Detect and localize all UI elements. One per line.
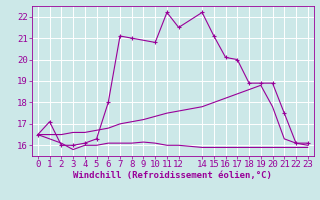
X-axis label: Windchill (Refroidissement éolien,°C): Windchill (Refroidissement éolien,°C) xyxy=(73,171,272,180)
